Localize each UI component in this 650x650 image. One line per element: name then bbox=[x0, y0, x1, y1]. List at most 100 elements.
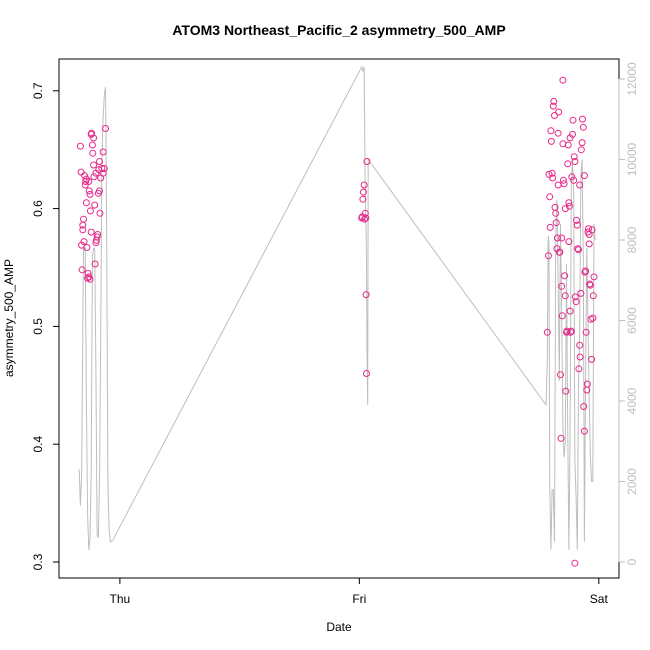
data-point bbox=[359, 195, 367, 203]
data-point bbox=[549, 174, 557, 182]
data-point bbox=[571, 158, 579, 165]
data-point bbox=[566, 307, 574, 315]
right-y-tick-label: 6000 bbox=[625, 307, 639, 334]
data-point bbox=[583, 380, 591, 388]
data-point bbox=[558, 234, 566, 242]
data-point bbox=[577, 146, 585, 154]
right-y-tick-label: 12000 bbox=[625, 62, 639, 96]
data-point bbox=[79, 226, 87, 234]
data-point bbox=[565, 199, 573, 207]
right-y-tick-label: 4000 bbox=[625, 387, 639, 414]
data-point bbox=[561, 272, 569, 280]
data-point bbox=[554, 129, 562, 137]
data-point bbox=[580, 427, 588, 435]
data-point bbox=[552, 209, 560, 217]
data-point bbox=[580, 172, 588, 180]
data-point bbox=[91, 201, 99, 209]
data-point bbox=[567, 327, 575, 335]
data-point bbox=[572, 298, 580, 306]
data-point bbox=[89, 149, 97, 157]
y-axis-label: asymmetry_500_AMP bbox=[2, 259, 16, 377]
data-point bbox=[564, 160, 572, 168]
data-point bbox=[91, 260, 99, 268]
data-point bbox=[559, 176, 567, 184]
data-point bbox=[576, 181, 584, 189]
data-point bbox=[86, 190, 94, 198]
data-point bbox=[83, 244, 91, 251]
data-point bbox=[570, 153, 578, 161]
left-y-tick-label: 0.4 bbox=[31, 436, 45, 453]
right-y-axis: 0 2000 4000 6000 8000 10000 12000 bbox=[618, 62, 639, 565]
data-point bbox=[566, 134, 574, 142]
data-point bbox=[362, 291, 370, 299]
data-point bbox=[98, 165, 106, 172]
data-point bbox=[586, 281, 594, 289]
data-point bbox=[562, 387, 570, 395]
data-point bbox=[579, 115, 586, 123]
x-tick-label: Fri bbox=[352, 592, 366, 606]
data-point bbox=[575, 365, 583, 373]
data-point bbox=[553, 234, 561, 242]
data-point bbox=[96, 158, 103, 165]
data-point bbox=[588, 355, 596, 363]
data-point bbox=[87, 228, 95, 236]
data-point bbox=[590, 273, 598, 281]
right-y-tick-label: 0 bbox=[625, 558, 639, 565]
data-point bbox=[563, 327, 571, 335]
left-y-tick-label: 0.5 bbox=[31, 318, 45, 335]
data-point bbox=[577, 289, 585, 297]
data-point bbox=[92, 169, 100, 177]
data-point bbox=[78, 266, 86, 274]
plot-area bbox=[58, 58, 620, 579]
data-point bbox=[85, 178, 93, 185]
data-point bbox=[547, 127, 555, 135]
data-point bbox=[556, 248, 564, 256]
data-point bbox=[545, 170, 553, 178]
data-point bbox=[81, 172, 88, 180]
data-point bbox=[77, 168, 85, 176]
data-point bbox=[586, 280, 594, 288]
data-point bbox=[362, 214, 370, 222]
data-point bbox=[363, 158, 371, 165]
data-point bbox=[554, 181, 562, 189]
data-point bbox=[361, 209, 369, 217]
left-y-axis: 0.3 0.4 0.5 0.6 0.7 bbox=[31, 82, 60, 570]
data-point bbox=[552, 219, 560, 227]
left-y-tick-label: 0.3 bbox=[31, 553, 45, 570]
data-point bbox=[85, 187, 93, 195]
x-axis: Thu Fri Sat bbox=[110, 577, 608, 606]
x-axis-label: Date bbox=[326, 620, 352, 634]
data-point bbox=[557, 434, 565, 442]
right-y-tick-label: 2000 bbox=[625, 468, 639, 495]
data-point bbox=[99, 169, 107, 177]
data-point bbox=[363, 370, 370, 377]
left-y-tick-label: 0.6 bbox=[31, 200, 45, 217]
data-point bbox=[558, 312, 566, 320]
data-point bbox=[574, 245, 582, 253]
right-y-tick-label: 10000 bbox=[625, 142, 639, 176]
data-point bbox=[559, 140, 567, 148]
data-point bbox=[559, 76, 567, 84]
data-point bbox=[569, 116, 577, 124]
data-point bbox=[76, 142, 84, 150]
data-point bbox=[561, 205, 569, 213]
data-point bbox=[90, 173, 98, 181]
data-point bbox=[88, 129, 96, 137]
data-point bbox=[546, 223, 554, 231]
data-point bbox=[90, 161, 98, 169]
data-point bbox=[565, 238, 573, 246]
data-point bbox=[359, 188, 367, 196]
data-point bbox=[100, 165, 108, 172]
data-point bbox=[82, 199, 90, 207]
data-point bbox=[582, 328, 590, 336]
data-point bbox=[102, 125, 109, 132]
data-point bbox=[578, 139, 586, 147]
data-point bbox=[99, 148, 107, 156]
data-point bbox=[80, 238, 88, 246]
data-point bbox=[579, 123, 587, 131]
data-point bbox=[580, 403, 588, 410]
data-point bbox=[86, 275, 94, 283]
data-point bbox=[570, 176, 578, 184]
right-y-tick-label: 8000 bbox=[625, 226, 639, 253]
